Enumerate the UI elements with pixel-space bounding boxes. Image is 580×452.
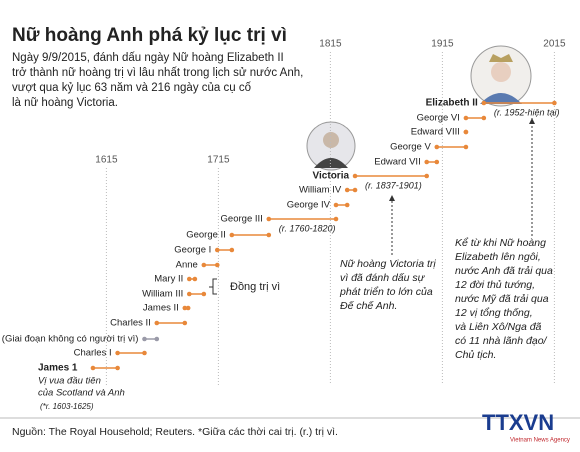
annotation: Kể từ khi Nữ hoàng: [455, 237, 546, 249]
reign-end: [115, 365, 120, 371]
monarch-label: William III: [142, 289, 183, 300]
reign-start: [154, 320, 160, 326]
logo-sub: Vietnam News Agency: [510, 438, 570, 444]
reign-end: [333, 216, 339, 222]
monarch-label: George I: [174, 245, 211, 256]
reign-end: [142, 350, 147, 356]
reign-start: [186, 291, 192, 297]
reign-end: [352, 187, 358, 193]
annotation: phát triển to lớn của: [339, 286, 433, 298]
reign-end: [214, 262, 220, 268]
monarch-label: George II: [186, 230, 226, 241]
period-label: (r. 1837-1901): [365, 180, 422, 190]
annotation: vì đã đánh dấu sự: [340, 272, 426, 284]
monarch-label: Charles II: [110, 318, 151, 329]
annotation: Chủ tịch.: [455, 349, 496, 361]
subtitle: là nữ hoàng Victoria.: [12, 97, 118, 109]
reign-start: [352, 173, 358, 179]
monarch-label: Mary II: [154, 274, 183, 285]
monarch-label: William IV: [299, 185, 342, 196]
reign-end: [424, 173, 430, 179]
monarch-label: Victoria: [313, 171, 350, 182]
reign-end: [552, 100, 557, 106]
monarch-label: George III: [221, 214, 263, 225]
reign-start: [424, 159, 430, 165]
source: Nguồn: The Royal Household; Reuters. *Gi…: [12, 426, 338, 438]
annotation: và Liên Xô/Nga đã: [455, 321, 542, 333]
monarch-label: James II: [143, 303, 179, 314]
co-reign-bracket: [209, 278, 217, 295]
reign-start: [481, 100, 487, 106]
annotation: nước Anh đã trải qua: [455, 265, 553, 277]
subtitle: Ngày 9/9/2015, đánh dấu ngày Nữ hoàng El…: [12, 52, 284, 64]
reign-end: [229, 247, 235, 253]
period-label: (*r. 1603-1625): [40, 402, 94, 411]
monarch-label: George VI: [417, 113, 460, 124]
reign-start: [333, 202, 339, 208]
period-label: (r. 1760-1820): [279, 223, 336, 233]
reign-end: [344, 202, 350, 208]
reign-end: [463, 129, 469, 135]
annotation: 12 vị tổng thống,: [455, 307, 533, 319]
reign-start: [115, 350, 120, 356]
annotation: có 11 nhà lãnh đạo/: [455, 335, 548, 347]
reign-start: [229, 232, 235, 238]
logo: TTXVN: [482, 410, 554, 435]
subtitle: vượt qua kỷ lục 63 năm và 216 ngày của c…: [12, 82, 252, 94]
reign-start: [182, 305, 188, 311]
x-tick-label: 2015: [543, 39, 566, 50]
x-tick-label: 1815: [319, 39, 342, 50]
monarch-note: của Scotland và Anh: [38, 388, 125, 399]
arrowhead: [389, 195, 395, 201]
reign-start: [201, 262, 207, 268]
reign-end: [481, 115, 487, 121]
monarch-label: Anne: [176, 260, 198, 271]
annotation: Elizabeth lên ngôi,: [455, 251, 541, 263]
monarch-label: George V: [390, 142, 431, 153]
reign-start: [434, 144, 440, 150]
monarch-label: James 1: [38, 363, 78, 374]
annotation: Nữ hoàng Victoria trị: [340, 258, 436, 270]
portrait-elizabeth: [470, 45, 532, 107]
x-tick-label: 1915: [431, 39, 454, 50]
portrait-victoria: [306, 121, 356, 171]
reign-start: [344, 187, 350, 193]
period-label: (r. 1952-hiện tại): [494, 107, 560, 117]
reign-start: [214, 247, 220, 253]
monarch-label: (Giai đoạn không có người trị vì): [2, 334, 139, 345]
monarch-label: Edward VIII: [411, 127, 460, 138]
annotation: nước Mỹ đã trải qua: [455, 293, 549, 305]
monarch-label: Edward VII: [374, 157, 420, 168]
x-tick-label: 1615: [95, 155, 118, 166]
arrowhead: [529, 118, 535, 124]
subtitle: trở thành nữ hoàng trị vì lâu nhất trong…: [12, 67, 303, 79]
reign-end: [192, 276, 198, 282]
reign-start: [186, 276, 192, 282]
reign-end: [185, 305, 191, 311]
reign-start: [142, 336, 147, 342]
co-reign-label: Đồng trị vì: [230, 281, 280, 293]
reign-start: [90, 365, 96, 371]
chart-title: Nữ hoàng Anh phá kỷ lục trị vì: [12, 25, 287, 46]
monarch-label: Elizabeth II: [426, 98, 478, 109]
reign-end: [463, 144, 469, 150]
reign-end: [434, 159, 440, 165]
x-tick-label: 1715: [207, 155, 230, 166]
monarch-note: Vị vua đầu tiên: [38, 376, 101, 387]
reign-start: [266, 216, 272, 222]
reign-end: [201, 291, 207, 297]
annotation: Đế chế Anh.: [340, 300, 397, 312]
reign-end: [266, 232, 272, 238]
reign-end: [154, 336, 160, 342]
reign-end: [182, 320, 188, 326]
monarch-label: George IV: [287, 200, 331, 211]
monarch-label: Charles I: [74, 348, 112, 359]
reign-start: [463, 115, 469, 121]
annotation: 12 đời thủ tướng,: [455, 279, 535, 291]
